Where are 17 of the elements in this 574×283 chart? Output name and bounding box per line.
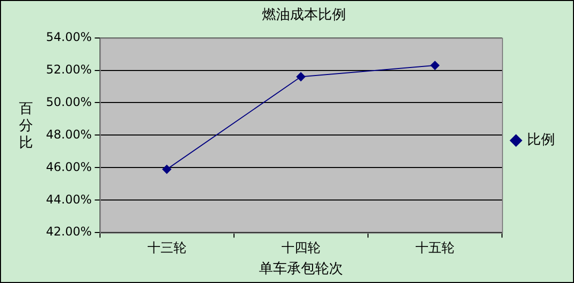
x-tick-label: 十五轮	[415, 240, 454, 256]
y-tick-label: 44.00%	[46, 192, 92, 206]
x-tick-label: 十四轮	[281, 240, 320, 256]
point	[296, 72, 306, 82]
y-axis-title: 百分比	[19, 101, 34, 152]
chart-title: 燃油成本比例	[262, 7, 346, 24]
y-tick-label: 48.00%	[46, 127, 92, 142]
y-tick-label: 46.00%	[46, 160, 92, 174]
point	[162, 164, 172, 174]
y-tick-label: 50.00%	[46, 94, 92, 109]
y-tick-label: 42.00%	[46, 224, 92, 239]
x-tick-label: 十三轮	[147, 240, 186, 256]
x-axis-title: 单车承包轮次	[258, 261, 343, 278]
y-tick-label: 52.00%	[46, 62, 92, 76]
legend-label: 比例	[527, 132, 555, 148]
point	[430, 60, 440, 70]
y-tick-label: 54.00%	[46, 30, 92, 44]
